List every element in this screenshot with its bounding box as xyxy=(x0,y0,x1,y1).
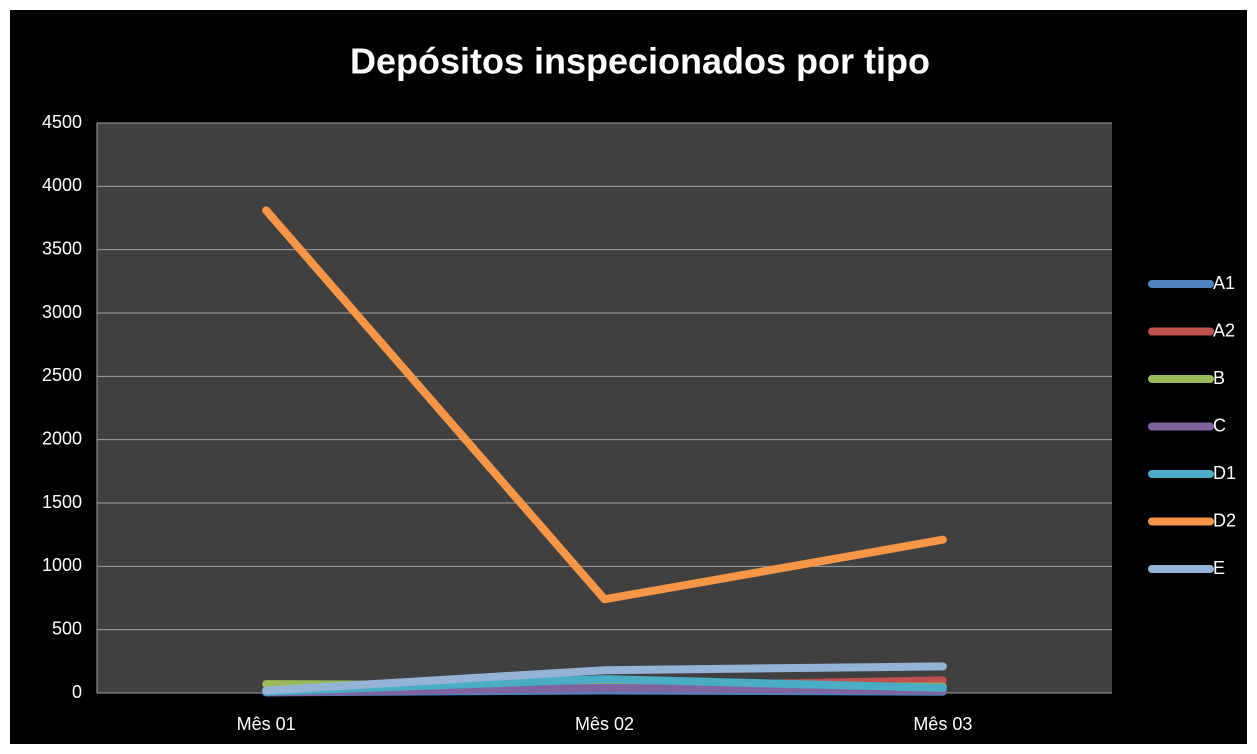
x-tick-label: Mês 02 xyxy=(575,714,634,734)
plot-area xyxy=(97,123,1112,693)
y-tick-label: 1500 xyxy=(42,492,82,512)
y-tick-label: 3000 xyxy=(42,302,82,322)
y-tick-label: 1000 xyxy=(42,555,82,575)
series-line xyxy=(262,662,947,695)
y-tick-label: 2000 xyxy=(42,428,82,448)
legend-label: B xyxy=(1213,368,1225,388)
legend-label: A1 xyxy=(1213,273,1235,293)
legend-label: E xyxy=(1213,558,1225,578)
series-line xyxy=(262,206,947,604)
legend-label: C xyxy=(1213,415,1226,435)
y-tick-label: 3500 xyxy=(42,238,82,258)
legend-label: D1 xyxy=(1213,463,1236,483)
y-tick-label: 4500 xyxy=(42,112,82,132)
y-tick-label: 4000 xyxy=(42,175,82,195)
x-tick-label: Mês 01 xyxy=(237,714,296,734)
y-tick-label: 0 xyxy=(72,682,82,702)
legend-label: A2 xyxy=(1213,320,1235,340)
chart-title: Depósitos inspecionados por tipo xyxy=(350,41,930,82)
x-tick-label: Mês 03 xyxy=(913,714,972,734)
y-tick-label: 500 xyxy=(52,618,82,638)
y-tick-label: 2500 xyxy=(42,365,82,385)
legend-label: D2 xyxy=(1213,510,1236,530)
